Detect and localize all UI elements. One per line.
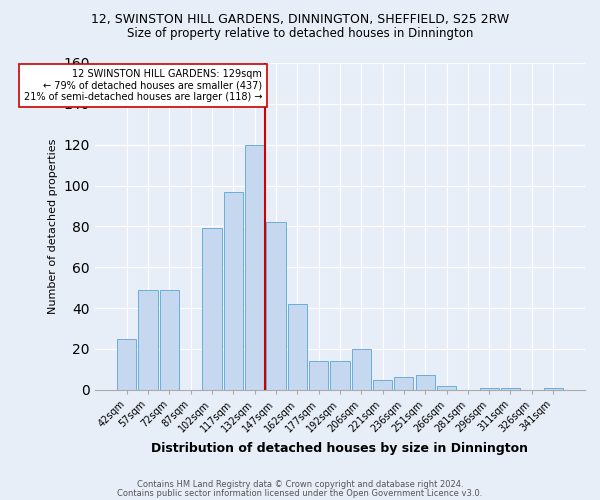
Bar — [437, 386, 456, 390]
Bar — [266, 222, 286, 390]
Bar — [352, 349, 371, 390]
Bar — [394, 378, 413, 390]
Bar — [160, 290, 179, 390]
Bar — [416, 376, 435, 390]
Text: Contains HM Land Registry data © Crown copyright and database right 2024.: Contains HM Land Registry data © Crown c… — [137, 480, 463, 489]
Bar — [202, 228, 221, 390]
Bar — [309, 361, 328, 390]
Y-axis label: Number of detached properties: Number of detached properties — [48, 138, 58, 314]
Bar — [544, 388, 563, 390]
Bar — [139, 290, 158, 390]
Text: 12, SWINSTON HILL GARDENS, DINNINGTON, SHEFFIELD, S25 2RW: 12, SWINSTON HILL GARDENS, DINNINGTON, S… — [91, 12, 509, 26]
Bar — [331, 361, 350, 390]
Bar — [287, 304, 307, 390]
Bar — [479, 388, 499, 390]
Bar — [245, 144, 264, 390]
Text: Contains public sector information licensed under the Open Government Licence v3: Contains public sector information licen… — [118, 488, 482, 498]
Bar — [224, 192, 243, 390]
Bar — [373, 380, 392, 390]
Bar — [501, 388, 520, 390]
Text: Size of property relative to detached houses in Dinnington: Size of property relative to detached ho… — [127, 28, 473, 40]
Bar — [117, 338, 136, 390]
Text: 12 SWINSTON HILL GARDENS: 129sqm
← 79% of detached houses are smaller (437)
21% : 12 SWINSTON HILL GARDENS: 129sqm ← 79% o… — [23, 69, 262, 102]
X-axis label: Distribution of detached houses by size in Dinnington: Distribution of detached houses by size … — [151, 442, 529, 455]
